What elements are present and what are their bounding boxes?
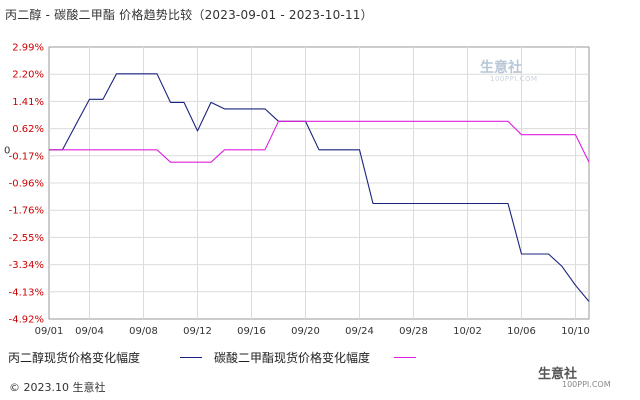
x-tick-label: 10/10	[561, 326, 590, 337]
legend-line-series-2	[394, 357, 416, 358]
corner-brand: 生意社	[538, 367, 578, 382]
series-line-1	[49, 73, 590, 302]
y-tick-label: 2.20%	[12, 70, 44, 81]
x-tick-label: 09/01	[35, 326, 64, 337]
watermark-url: 100PPI.COM	[490, 75, 538, 83]
y-tick-label: 1.41%	[12, 97, 44, 108]
x-tick-label: 09/20	[291, 326, 320, 337]
x-tick-label: 09/04	[75, 326, 104, 337]
x-tick-label: 10/06	[507, 326, 536, 337]
y-zero-label: 0	[4, 145, 10, 156]
copyright-text: © 2023.10 生意社	[9, 381, 106, 394]
y-tick-label: -4.92%	[9, 315, 44, 326]
y-tick-label: -2.55%	[9, 233, 44, 244]
y-tick-label: -4.13%	[9, 287, 44, 298]
series-line-2	[49, 120, 590, 163]
y-tick-label: -0.17%	[9, 151, 44, 162]
x-tick-label: 09/08	[129, 326, 158, 337]
y-tick-label: -3.34%	[9, 260, 44, 271]
corner-url: 100PPI.COM	[562, 380, 611, 389]
x-tick-label: 09/16	[237, 326, 266, 337]
chart-title: 丙二醇 - 碳酸二甲酯 价格趋势比较（2023-09-01 - 2023-10-…	[5, 8, 373, 22]
watermark-brand: 生意社	[480, 60, 522, 76]
legend-label-series-1: 丙二醇现货价格变化幅度	[8, 351, 141, 365]
x-tick-label: 09/24	[345, 326, 374, 337]
x-tick-label: 09/28	[399, 326, 428, 337]
corner-logo: 生意社	[538, 363, 577, 382]
watermark-logo: 生意社	[480, 57, 522, 77]
x-tick-label: 09/12	[183, 326, 212, 337]
y-tick-label: 2.99%	[12, 43, 44, 54]
y-tick-label: -0.96%	[9, 179, 44, 190]
y-tick-label: -1.76%	[9, 206, 44, 217]
y-tick-label: 0.62%	[12, 124, 44, 135]
x-tick-label: 10/02	[453, 326, 482, 337]
legend-line-series-1	[180, 357, 202, 358]
legend-label-series-2: 碳酸二甲酯现货价格变化幅度	[214, 351, 371, 365]
